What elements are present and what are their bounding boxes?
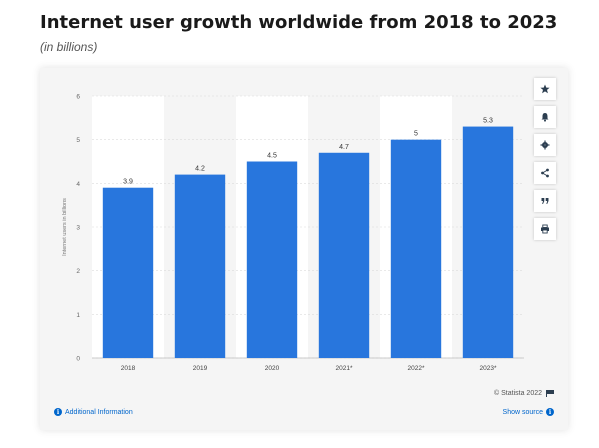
info-icon: i <box>546 408 554 416</box>
info-icon: i <box>54 408 62 416</box>
star-icon[interactable] <box>534 78 556 100</box>
share-icon[interactable] <box>534 162 556 184</box>
y-axis-label: Internet users in billions <box>62 198 68 256</box>
credit-text: © Statista 2022 <box>494 390 542 397</box>
bar <box>174 174 226 358</box>
y-tick-label: 2 <box>76 268 80 275</box>
y-tick-label: 5 <box>76 137 80 144</box>
statista-credit: © Statista 2022 <box>494 390 554 397</box>
bar <box>246 161 298 358</box>
bar <box>462 126 514 358</box>
print-icon[interactable] <box>534 218 556 240</box>
y-tick-label: 0 <box>76 356 80 363</box>
chart-card: 0 1 2 3 4 5 6 Internet users in billions 3.9 2018… <box>40 68 568 430</box>
additional-information-link[interactable]: i Additional Information <box>54 408 133 416</box>
x-tick-label: 2019 <box>193 365 208 372</box>
show-source-label: Show source <box>502 408 543 416</box>
bar-value-label: 3.9 <box>123 179 133 186</box>
y-tick-label: 3 <box>76 225 80 232</box>
bar-value-label: 4.7 <box>339 144 349 151</box>
bar <box>390 139 442 358</box>
x-tick-label: 2022* <box>408 365 425 372</box>
bar-value-label: 5.3 <box>483 118 493 125</box>
quote-icon[interactable] <box>534 190 556 212</box>
page-title: Internet user growth worldwide from 2018… <box>40 12 558 33</box>
bar-value-label: 4.5 <box>267 153 277 160</box>
x-tick-label: 2021* <box>336 365 353 372</box>
bar <box>318 152 370 358</box>
bar-value-label: 5 <box>414 131 418 138</box>
chart-toolbar <box>534 78 556 246</box>
x-tick-label: 2023* <box>480 365 497 372</box>
flag-icon[interactable] <box>546 390 554 397</box>
bar <box>102 187 154 358</box>
bell-icon[interactable] <box>534 106 556 128</box>
bar-value-label: 4.2 <box>195 166 205 173</box>
additional-information-label: Additional Information <box>65 408 133 416</box>
x-tick-label: 2020 <box>265 365 280 372</box>
y-tick-label: 4 <box>76 181 80 188</box>
bar-chart: 0 1 2 3 4 5 6 Internet users in billions 3.9 2018… <box>62 94 524 372</box>
show-source-link[interactable]: Show source i <box>503 408 554 416</box>
gear-icon[interactable] <box>534 134 556 156</box>
y-tick-label: 6 <box>76 94 80 101</box>
page-subtitle: (in billions) <box>40 40 98 54</box>
x-tick-label: 2018 <box>121 365 136 372</box>
y-tick-label: 1 <box>76 312 80 319</box>
